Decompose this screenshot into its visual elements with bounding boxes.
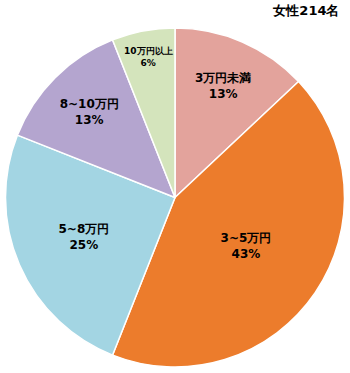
svg-text:10万円以上6%: 10万円以上6%	[124, 46, 173, 68]
svg-text:5~8万円25%: 5~8万円25%	[58, 222, 109, 252]
svg-text:3~5万円43%: 3~5万円43%	[221, 231, 272, 261]
svg-text:3万円未満13%: 3万円未満13%	[195, 71, 251, 101]
svg-text:女性214名: 女性214名	[272, 3, 339, 18]
svg-text:8~10万円13%: 8~10万円13%	[60, 97, 119, 127]
